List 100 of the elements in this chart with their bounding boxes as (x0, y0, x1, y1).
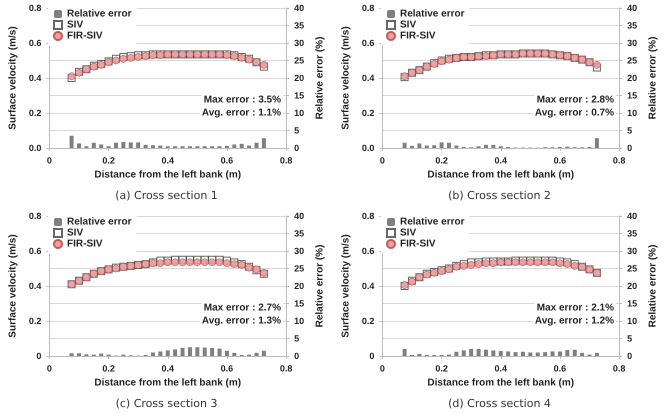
point (171, 258, 179, 266)
y2-tick-label: 40 (294, 3, 304, 13)
bar (491, 144, 496, 148)
y2-tick-label: 10 (294, 316, 304, 326)
bar (218, 348, 222, 356)
y2-tick-label: 0 (294, 351, 300, 361)
y2-axis-title: Relative error (%) (314, 36, 326, 120)
point (467, 261, 475, 269)
annotation: Avg. error : 1.1% (202, 108, 282, 118)
bar (594, 138, 599, 148)
y2-tick-label: 10 (627, 108, 638, 118)
y2-tick-label: 35 (627, 228, 638, 238)
x-tick-label: 0.6 (554, 364, 566, 374)
y2-tick-label: 25 (627, 264, 638, 274)
y-tick-label: 0.0 (362, 143, 374, 153)
bar (232, 352, 236, 356)
bar (254, 352, 259, 356)
bar (150, 145, 155, 148)
legend-label: Relative error (67, 216, 132, 228)
y2-tick-label: 5 (627, 126, 632, 136)
y2-tick-label: 40 (294, 211, 304, 221)
point (200, 258, 209, 266)
y-tick-label: 0.4 (362, 281, 374, 291)
y2-tick-label: 15 (627, 298, 638, 308)
y2-tick-label: 20 (294, 281, 304, 291)
x-tick-label: 0.6 (220, 156, 234, 166)
x-tick-label: 0.4 (161, 156, 174, 166)
point (223, 259, 231, 268)
y-tick-label: 0.8 (362, 3, 374, 13)
y-tick-label: 0.8 (28, 211, 42, 221)
legend-label: FIR-SIV (400, 30, 436, 42)
y2-tick-label: 30 (627, 38, 638, 48)
bar (128, 142, 133, 148)
legend-label: Relative error (400, 216, 465, 228)
x-axis-title: Distance from the left bank (m) (427, 377, 574, 388)
bar (173, 349, 178, 356)
bar (70, 353, 74, 356)
y-tick-label: 0 (369, 351, 374, 361)
bar (202, 348, 207, 356)
bar (224, 350, 229, 356)
y-tick-label: 0.2 (362, 108, 374, 118)
x-axis-title: Distance from the left bank (m) (94, 377, 242, 388)
y2-tick-label: 15 (627, 90, 638, 100)
y-axis-title: Surface velocity (m/s) (340, 234, 352, 338)
y2-tick-label: 5 (294, 126, 300, 136)
x-tick-label: 0.2 (435, 156, 448, 166)
bar (262, 138, 266, 148)
y-tick-label: 0.4 (362, 73, 374, 83)
x-tick-label: 0 (46, 364, 52, 374)
bar (92, 142, 96, 148)
y2-tick-label: 30 (627, 246, 638, 256)
x-tick-label: 0 (46, 156, 52, 166)
legend-label: Relative error (400, 8, 465, 20)
legend-label: SIV (400, 20, 416, 30)
bar (180, 348, 185, 356)
x-tick-label: 0 (380, 364, 385, 374)
legend-label: SIV (400, 228, 416, 238)
point (156, 259, 164, 268)
bar (210, 348, 214, 356)
bar (121, 142, 126, 148)
y-tick-label: 0.2 (28, 316, 42, 326)
y2-tick-label: 20 (627, 281, 638, 291)
y2-axis-title: Relative error (%) (648, 244, 658, 328)
y2-tick-label: 25 (294, 264, 304, 274)
bar (158, 351, 162, 356)
y2-tick-label: 0 (294, 143, 300, 153)
y2-tick-label: 5 (294, 334, 300, 344)
bar (114, 142, 118, 148)
y2-tick-label: 35 (627, 20, 638, 30)
x-tick-label: 0.8 (280, 156, 292, 166)
y2-tick-label: 20 (294, 73, 304, 83)
bar (150, 352, 155, 356)
x-tick-label: 0.4 (494, 156, 508, 166)
y2-tick-label: 35 (294, 20, 304, 30)
bar (70, 136, 74, 148)
bar (232, 144, 236, 148)
y-tick-label: 0.6 (362, 38, 374, 48)
x-tick-label: 0.6 (554, 156, 566, 166)
x-tick-label: 0.4 (494, 364, 508, 374)
annotation: Avg. error : 1.2% (534, 316, 614, 326)
y-axis-title: Surface velocity (m/s) (340, 26, 352, 130)
y-tick-label: 0.2 (28, 108, 42, 118)
y2-tick-label: 5 (627, 334, 632, 344)
y-tick-label: 0.0 (28, 143, 42, 153)
y2-tick-label: 15 (294, 90, 304, 100)
legend-label: SIV (67, 20, 84, 30)
annotation: Max error : 3.5% (204, 94, 282, 106)
point (216, 258, 224, 266)
point (186, 258, 194, 266)
bar (99, 144, 104, 148)
bar (254, 142, 259, 148)
text: (a) Cross section 1 (115, 189, 218, 202)
y-tick-label: 0.6 (28, 246, 42, 256)
y-tick-label: 0.4 (28, 281, 42, 291)
y2-axis-title: Relative error (%) (648, 36, 658, 120)
x-tick-label: 0.2 (102, 364, 115, 374)
bar (440, 142, 444, 148)
bar (240, 144, 244, 148)
annotation: Avg. error : 0.7% (534, 108, 614, 118)
y2-tick-label: 15 (294, 298, 304, 308)
